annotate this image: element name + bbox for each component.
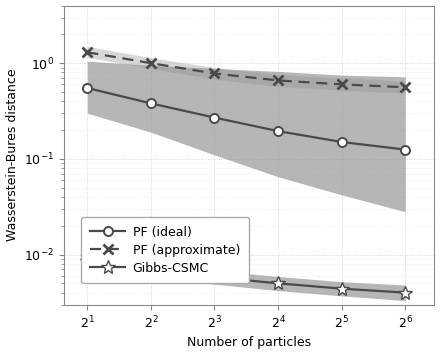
- PF (ideal): [84, 86, 90, 90]
- Line: PF (approximate): PF (approximate): [82, 47, 411, 92]
- PF (approximate): [212, 71, 217, 76]
- PF (ideal): [212, 115, 217, 120]
- PF (ideal): [275, 129, 281, 133]
- Y-axis label: Wasserstein-Bures distance: Wasserstein-Bures distance: [6, 69, 18, 241]
- PF (approximate): [275, 78, 281, 83]
- PF (approximate): [339, 82, 344, 87]
- X-axis label: Number of particles: Number of particles: [187, 337, 311, 349]
- PF (ideal): [148, 101, 154, 105]
- Line: PF (ideal): PF (ideal): [83, 83, 410, 154]
- Legend: PF (ideal), PF (approximate), Gibbs-CSMC: PF (ideal), PF (approximate), Gibbs-CSMC: [81, 217, 249, 283]
- Line: Gibbs-CSMC: Gibbs-CSMC: [81, 254, 412, 300]
- Gibbs-CSMC: [275, 281, 281, 285]
- Gibbs-CSMC: [148, 268, 154, 273]
- Gibbs-CSMC: [212, 275, 217, 279]
- PF (approximate): [84, 50, 90, 54]
- Gibbs-CSMC: [84, 259, 90, 263]
- Gibbs-CSMC: [403, 290, 408, 295]
- PF (ideal): [339, 140, 344, 144]
- Gibbs-CSMC: [339, 286, 344, 291]
- PF (ideal): [403, 147, 408, 152]
- PF (approximate): [148, 61, 154, 65]
- PF (approximate): [403, 85, 408, 89]
